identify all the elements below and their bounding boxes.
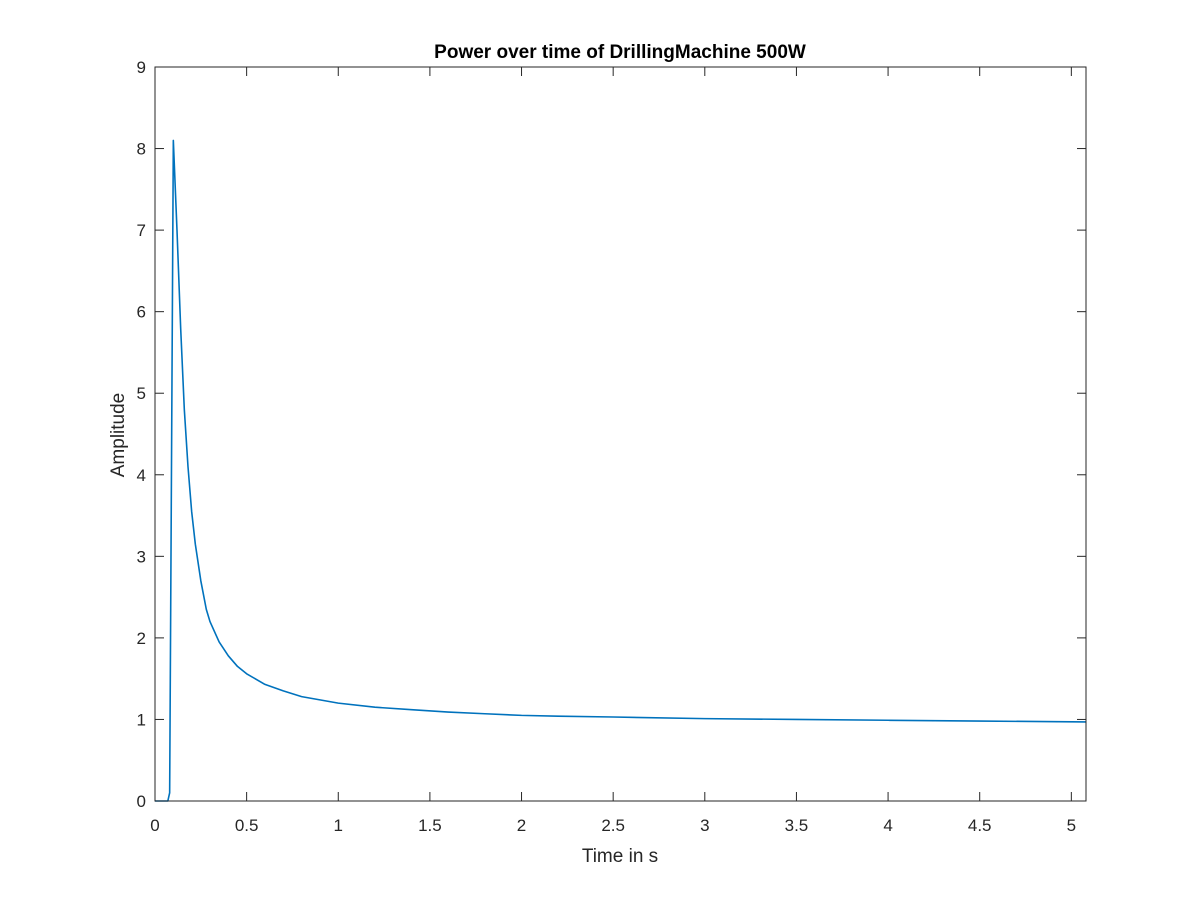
y-tick-label: 1 [137,710,146,729]
y-tick-label: 4 [137,466,146,485]
x-tick-label: 1.5 [418,816,442,835]
x-tick-label: 4.5 [968,816,992,835]
y-tick-label: 8 [137,140,146,159]
plot-area [155,67,1086,801]
x-tick-label: 0.5 [235,816,259,835]
x-tick-label: 4 [883,816,892,835]
y-axis-label: Amplitude [108,393,129,478]
y-tick-label: 6 [137,303,146,322]
x-tick-labels: 0 0.5 1 1.5 2 2.5 3 3.5 4 4.5 5 [150,816,1076,835]
y-tick-label: 9 [137,58,146,77]
y-tick-label: 0 [137,792,146,811]
y-tick-label: 3 [137,547,146,566]
x-tick-label: 3.5 [785,816,809,835]
y-tick-labels: 0 1 2 3 4 5 6 7 8 9 [137,58,146,811]
y-tick-label: 5 [137,384,146,403]
series-layer [155,139,1087,802]
x-tick-label: 1 [334,816,343,835]
y-tick-label: 7 [137,221,146,240]
x-axis-label: Time in s [582,846,658,867]
x-tick-label: 0 [150,816,159,835]
series-line [155,139,1087,802]
axes-box [154,66,1087,802]
x-tick-label: 3 [700,816,709,835]
x-tick-label: 2 [517,816,526,835]
chart-title: Power over time of DrillingMachine 500W [434,42,806,63]
x-tick-label: 2.5 [601,816,625,835]
x-tick-label: 5 [1067,816,1076,835]
y-tick-label: 2 [137,629,146,648]
